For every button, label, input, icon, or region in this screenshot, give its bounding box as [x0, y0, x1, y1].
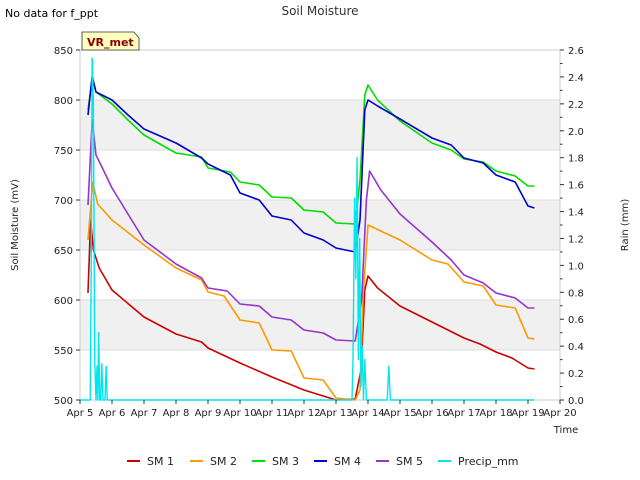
shaded-band-1: [80, 200, 560, 250]
x-tick-label-15: Apr 20: [543, 408, 576, 419]
y2-tick-label-7: 1.4: [568, 208, 584, 219]
legend-label-sm-1: SM 1: [147, 455, 174, 468]
y-tick-label-5: 750: [54, 146, 73, 157]
y-tick-label-0: 500: [54, 396, 73, 407]
y-axis-left: 500 550 600 650 700 750 800 850: [54, 46, 80, 407]
series-line-sm-2: [87, 181, 535, 401]
x-tick-label-4: Apr 9: [195, 408, 222, 419]
y-tick-label-3: 650: [54, 246, 73, 257]
x-axis-label: Time: [553, 425, 578, 436]
y2-tick-label-10: 2.0: [568, 127, 584, 138]
x-tick-label-12: Apr 17: [447, 408, 480, 419]
series-line-sm-5: [87, 119, 535, 342]
legend: SM 1 SM 2 SM 3 SM 4 SM 5 Precip_mm: [127, 455, 519, 468]
x-tick-label-0: Apr 5: [67, 408, 94, 419]
series-lines: [80, 57, 535, 401]
legend-label-sm-2: SM 2: [210, 455, 237, 468]
y-tick-label-6: 800: [54, 96, 73, 107]
site-tag-label: VR_met: [87, 36, 134, 49]
y2-tick-label-3: 0.6: [568, 315, 584, 326]
legend-label-sm-3: SM 3: [272, 455, 299, 468]
plot-shaded-bands: [80, 100, 560, 350]
shaded-band-0: [80, 300, 560, 350]
x-tick-label-8: Apr 13: [319, 408, 352, 419]
x-tick-label-1: Apr 6: [99, 408, 126, 419]
y-tick-label-4: 700: [54, 196, 73, 207]
no-data-note: No data for f_ppt: [5, 7, 99, 20]
site-tag: VR_met: [81, 31, 140, 51]
y-axis-right: 0.0 0.2 0.4 0.6 0.8 1.0 1.2 1.4 1.6 1.8 2.0 2.2 2.4 2…: [560, 46, 584, 407]
y2-tick-label-9: 1.8: [568, 154, 584, 165]
y-tick-label-2: 600: [54, 296, 73, 307]
y-axis-label: Soil Moisture (mV): [10, 179, 21, 271]
series-line-precip-mm: [80, 57, 535, 401]
y2-axis-label: Rain (mm): [620, 199, 631, 252]
y2-tick-label-11: 2.2: [568, 100, 584, 111]
y2-tick-label-6: 1.2: [568, 234, 584, 245]
x-tick-label-7: Apr 12: [287, 408, 320, 419]
x-tick-label-2: Apr 7: [131, 408, 158, 419]
y2-tick-label-5: 1.0: [568, 261, 584, 272]
series-line-sm-4: [87, 75, 535, 253]
y2-tick-label-8: 1.6: [568, 181, 584, 192]
legend-label-precip-mm: Precip_mm: [458, 455, 519, 468]
x-tick-label-6: Apr 11: [255, 408, 288, 419]
x-tick-label-5: Apr 10: [223, 408, 256, 419]
x-tick-label-10: Apr 15: [383, 408, 416, 419]
x-tick-label-13: Apr 18: [479, 408, 512, 419]
x-tick-label-9: Apr 14: [351, 408, 384, 419]
chart-title: Soil Moisture: [281, 4, 358, 18]
y-tick-label-7: 850: [54, 46, 73, 57]
series-line-sm-3: [87, 77, 535, 225]
x-tick-label-14: Apr 19: [511, 408, 544, 419]
legend-label-sm-5: SM 5: [396, 455, 423, 468]
y-tick-label-1: 550: [54, 346, 73, 357]
y2-tick-label-2: 0.4: [568, 342, 584, 353]
shaded-band-2: [80, 100, 560, 150]
y2-tick-label-0: 0.0: [568, 396, 584, 407]
y2-tick-label-4: 0.8: [568, 288, 584, 299]
y2-tick-label-1: 0.2: [568, 369, 584, 380]
x-tick-label-3: Apr 8: [163, 408, 190, 419]
legend-label-sm-4: SM 4: [334, 455, 361, 468]
y2-tick-label-12: 2.4: [568, 73, 584, 84]
site-tag-box: [81, 31, 140, 51]
x-tick-label-11: Apr 16: [415, 408, 448, 419]
y2-tick-label-13: 2.6: [568, 46, 584, 57]
